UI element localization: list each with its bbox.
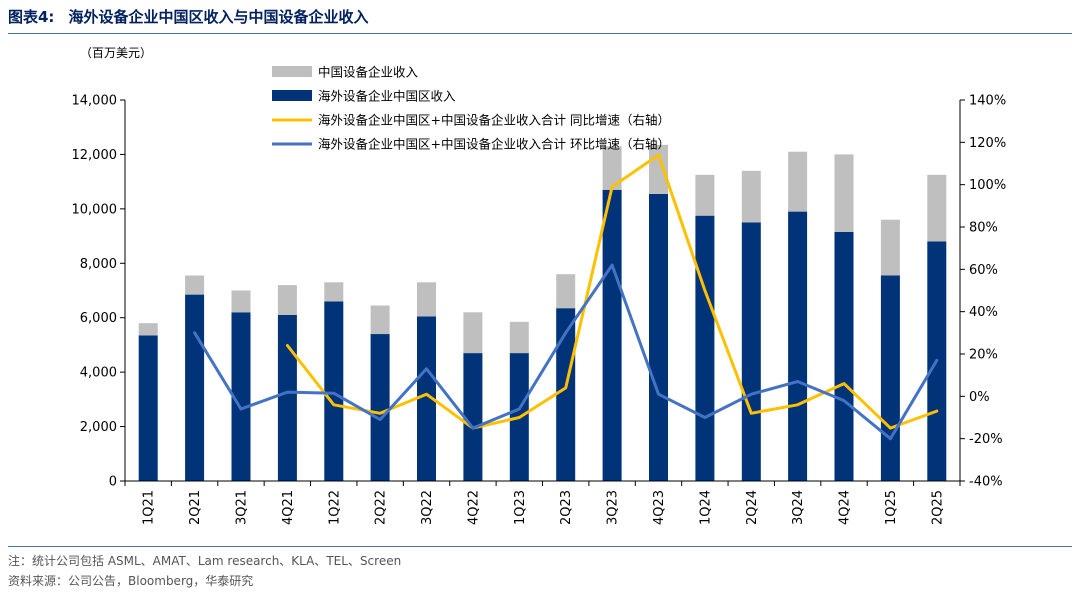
right-tick-label: 80% [969, 221, 998, 236]
x-tick-label: 3Q21 [234, 490, 249, 525]
x-tick-label: 1Q23 [513, 490, 528, 525]
bar-china-domestic-2Q24 [741, 170, 761, 223]
x-tick-label: 3Q23 [606, 490, 621, 525]
bar-china-domestic-2Q21 [185, 275, 205, 295]
bar-layer [138, 144, 947, 482]
x-tick-label: 2Q23 [559, 490, 574, 525]
left-tick-label: 12,000 [72, 148, 118, 163]
right-tick-label: 20% [969, 348, 998, 363]
right-tick-label: 40% [969, 305, 998, 320]
x-tick-label: 2Q25 [930, 490, 945, 525]
footer-divider [8, 546, 1072, 547]
bar-china-domestic-4Q24 [834, 154, 854, 232]
bar-overseas-china-1Q25 [880, 275, 900, 481]
right-tick-label: 0% [969, 390, 990, 405]
legend-china-domestic-label: 中国设备企业收入 [318, 65, 419, 80]
bar-china-domestic-3Q23 [602, 146, 622, 190]
figure-title: 图表4: 海外设备企业中国区收入与中国设备企业收入 [8, 6, 368, 27]
bar-overseas-china-4Q23 [649, 193, 668, 481]
x-tick-label: 1Q22 [327, 490, 342, 525]
combo-chart: （百万美元） 0 2,000 4,000 6,000 8,000 10,000 12,000… [72, 46, 1007, 526]
left-tick-label: 2,000 [80, 420, 117, 435]
legend-qoq-label: 海外设备企业中国区+中国设备企业收入合计 环比增速（右轴） [318, 137, 670, 152]
x-tick-label: 4Q22 [466, 490, 481, 525]
bar-overseas-china-2Q22 [370, 334, 390, 481]
left-tick-label: 8,000 [80, 257, 117, 272]
legend-yoy-label: 海外设备企业中国区+中国设备企业收入合计 同比增速（右轴） [318, 113, 670, 128]
left-tick-label: 10,000 [72, 202, 118, 217]
axes-layer: 0 2,000 4,000 6,000 8,000 10,000 12,000 14,000 -… [72, 94, 1007, 526]
source-note: 资料来源：公司公告，Bloomberg，华泰研究 [8, 574, 254, 588]
x-tick-label: 1Q24 [698, 490, 713, 525]
bar-china-domestic-1Q21 [138, 323, 158, 336]
unit-label: （百万美元） [80, 46, 152, 60]
line-layer [193, 153, 939, 441]
x-tick-label: 3Q24 [791, 490, 806, 525]
bar-overseas-china-3Q21 [231, 312, 251, 481]
left-tick-label: 6,000 [80, 311, 117, 326]
bar-china-domestic-2Q23 [556, 274, 576, 309]
bar-overseas-china-3Q22 [417, 316, 436, 481]
x-tick-label: 4Q23 [652, 490, 667, 525]
left-tick-label: 0 [109, 475, 117, 490]
legend-overseas-china-label: 海外设备企业中国区收入 [318, 89, 456, 104]
x-tick-label: 4Q24 [838, 490, 853, 525]
right-tick-label: 140% [969, 94, 1006, 109]
bar-china-domestic-2Q25 [927, 174, 947, 242]
bar-overseas-china-1Q22 [324, 301, 344, 481]
line-yoy-growth [285, 153, 939, 430]
bar-china-domestic-3Q21 [231, 290, 251, 313]
x-tick-label: 2Q24 [745, 490, 760, 525]
bar-overseas-china-4Q22 [463, 353, 483, 481]
left-tick-label: 4,000 [80, 366, 117, 381]
x-tick-label: 3Q22 [420, 490, 435, 525]
figure-title-text: 海外设备企业中国区收入与中国设备企业收入 [68, 8, 369, 26]
line-qoq-growth [193, 263, 939, 441]
x-tick-label: 2Q21 [188, 490, 203, 525]
bar-china-domestic-2Q22 [370, 305, 390, 335]
legend-overseas-china-swatch [272, 90, 312, 101]
bar-china-domestic-1Q23 [509, 321, 529, 354]
bar-china-domestic-4Q22 [463, 312, 483, 354]
x-tick-label: 1Q25 [884, 490, 899, 525]
bar-overseas-china-4Q24 [834, 232, 854, 481]
bar-overseas-china-2Q21 [185, 294, 205, 481]
bar-overseas-china-2Q24 [741, 222, 761, 481]
title-divider [8, 33, 1072, 34]
footnote: 注：统计公司包括 ASML、AMAT、Lam research、KLA、TEL、… [8, 554, 402, 568]
bar-china-domestic-4Q21 [277, 285, 297, 315]
bar-china-domestic-1Q25 [880, 219, 900, 276]
right-tick-label: 100% [969, 178, 1006, 193]
right-tick-label: 120% [969, 136, 1006, 151]
x-tick-label: 2Q22 [374, 490, 389, 525]
bar-china-domestic-3Q24 [788, 151, 808, 212]
legend: 中国设备企业收入海外设备企业中国区收入海外设备企业中国区+中国设备企业收入合计 … [272, 65, 670, 152]
x-tick-label: 4Q21 [281, 490, 296, 525]
right-tick-label: -20% [969, 432, 1003, 447]
bar-overseas-china-4Q21 [277, 315, 297, 481]
bar-overseas-china-3Q23 [602, 189, 622, 482]
bar-china-domestic-3Q22 [417, 282, 436, 317]
left-tick-label: 14,000 [72, 94, 118, 109]
right-tick-label: 60% [969, 263, 998, 278]
bar-overseas-china-1Q24 [695, 215, 715, 481]
x-tick-label: 1Q21 [142, 490, 157, 525]
bar-china-domestic-1Q24 [695, 174, 715, 216]
bar-overseas-china-3Q24 [788, 211, 808, 481]
bar-overseas-china-1Q21 [138, 335, 158, 481]
legend-china-domestic-swatch [272, 66, 312, 77]
bar-china-domestic-1Q22 [324, 282, 344, 302]
bar-overseas-china-2Q23 [556, 308, 576, 481]
figure-label: 图表4: [8, 8, 55, 26]
right-tick-label: -40% [969, 475, 1003, 490]
bar-china-domestic-4Q23 [649, 144, 668, 194]
